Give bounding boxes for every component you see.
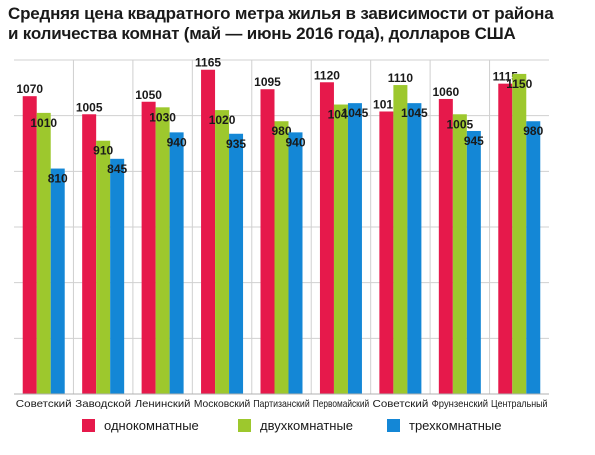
legend-item: двухкомнатные (238, 418, 353, 433)
legend-swatch (82, 419, 95, 432)
legend-label: трехкомнатные (409, 418, 502, 433)
chart-legend: однокомнатные двухкомнатные трехкомнатные (0, 418, 595, 442)
bar-однокомнатные (260, 89, 275, 394)
legend-label: однокомнатные (104, 418, 199, 433)
bar-двухкомнатные (215, 110, 230, 394)
bar-трехкомнатные (110, 158, 125, 394)
category-label: Советский (16, 398, 72, 410)
legend-item: трехкомнатные (387, 418, 501, 433)
legend-swatch (238, 419, 251, 432)
bar-двухкомнатные (96, 140, 111, 394)
data-label: 1030 (149, 110, 176, 124)
data-label: 980 (271, 124, 291, 138)
data-label: 1120 (314, 68, 340, 82)
bar-трехкомнатные (526, 121, 541, 394)
chart-title-line-1: Средняя цена квадратного метра жилья в з… (8, 4, 554, 23)
bar-трехкомнатные (466, 130, 481, 394)
bar-трехкомнатные (229, 133, 244, 394)
category-label: Ленинский (135, 398, 191, 410)
data-label: 940 (285, 135, 305, 149)
bar-двухкомнатные (274, 121, 289, 394)
bar-трехкомнатные (50, 168, 65, 394)
data-label: 1015 (373, 97, 400, 111)
category-label: Центральный (491, 398, 548, 410)
category-label: Заводской (75, 398, 131, 410)
category-label: Советский (372, 398, 428, 410)
data-label: 1165 (195, 56, 221, 70)
bar-двухкомнатные (393, 85, 408, 395)
data-label: 1150 (506, 77, 532, 91)
category-label: Фрунзенский (432, 398, 489, 410)
data-label: 1005 (76, 100, 103, 114)
data-label: 1115 (493, 70, 519, 84)
bar-однокомнатные (141, 101, 156, 394)
bar-однокомнатные (82, 114, 97, 395)
bar-однокомнатные (498, 83, 513, 395)
bar-однокомнатные (319, 82, 334, 395)
data-label: 1005 (446, 117, 473, 131)
data-label: 1010 (30, 116, 57, 130)
chart-title: Средняя цена квадратного метра жилья в з… (8, 4, 588, 44)
data-label: 1110 (388, 71, 414, 85)
bar-двухкомнатные (155, 107, 170, 395)
bar-трехкомнатные (288, 132, 303, 394)
category-label: Партизанский (253, 398, 310, 410)
data-label: 980 (523, 124, 543, 138)
bar-однокомнатные (201, 69, 216, 394)
bar-однокомнатные (22, 96, 37, 394)
bar-однокомнатные (438, 98, 453, 394)
bar-двухкомнатные (512, 73, 527, 395)
data-label: 945 (464, 134, 484, 148)
bar-трехкомнатные (407, 103, 422, 395)
category-label: Московский (194, 398, 251, 410)
legend-swatch (387, 419, 400, 432)
data-label: 1060 (432, 85, 459, 99)
data-label: 910 (93, 144, 113, 158)
data-label: 1020 (209, 113, 236, 127)
bar-трехкомнатные (169, 132, 184, 394)
legend-label: двухкомнатные (260, 418, 354, 433)
data-label: 935 (226, 137, 246, 151)
data-label: 1095 (254, 75, 281, 89)
legend-item: однокомнатные (82, 418, 199, 433)
bar-трехкомнатные (347, 103, 362, 395)
category-label: Первомайский (313, 398, 370, 410)
data-label: 940 (167, 135, 187, 149)
chart-title-line-2: и количества комнат (май — июнь 2016 год… (8, 24, 516, 43)
data-label: 1045 (401, 106, 428, 120)
data-label: 1050 (135, 88, 162, 102)
data-label: 1070 (16, 82, 43, 96)
bar-двухкомнатные (333, 104, 348, 395)
data-label: 1040 (328, 108, 355, 122)
bar-двухкомнатные (452, 114, 467, 395)
bar-двухкомнатные (36, 112, 51, 394)
data-label: 845 (107, 162, 127, 176)
data-label: 1045 (342, 106, 369, 120)
data-label: 810 (48, 172, 68, 186)
bar-однокомнатные (379, 111, 394, 394)
